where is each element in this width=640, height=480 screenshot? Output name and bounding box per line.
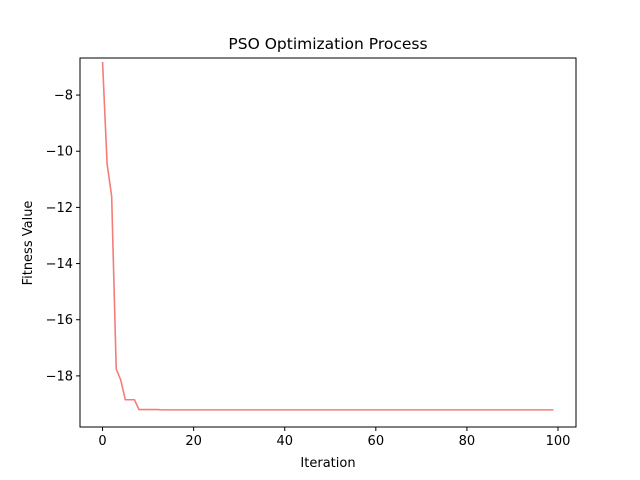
x-axis-ticks: 0 20 40 60 80 100 [98, 427, 570, 449]
x-axis-title: Iteration [300, 456, 355, 471]
y-tick-label: −18 [46, 369, 73, 384]
plot-frame [79, 57, 577, 428]
plot-area [80, 58, 576, 427]
x-tick-label: 0 [98, 434, 106, 449]
x-tick-label: 40 [276, 434, 293, 449]
y-tick-label: −8 [54, 89, 73, 104]
series-line-0 [101, 61, 554, 411]
y-tick-label: −12 [46, 201, 73, 216]
y-tick-label: −16 [46, 313, 73, 328]
y-axis-ticks: −8 −10 −12 −14 −16 −18 [46, 89, 80, 384]
y-tick-label: −10 [46, 145, 73, 160]
y-axis-title: Fitness Value [21, 201, 36, 286]
x-tick-label: 100 [546, 434, 571, 449]
y-tick-label: −14 [46, 257, 73, 272]
x-tick-label: 60 [368, 434, 385, 449]
series-layer [101, 61, 554, 411]
x-tick-label: 80 [459, 434, 476, 449]
chart-title: PSO Optimization Process [228, 35, 427, 53]
x-tick-label: 20 [185, 434, 202, 449]
